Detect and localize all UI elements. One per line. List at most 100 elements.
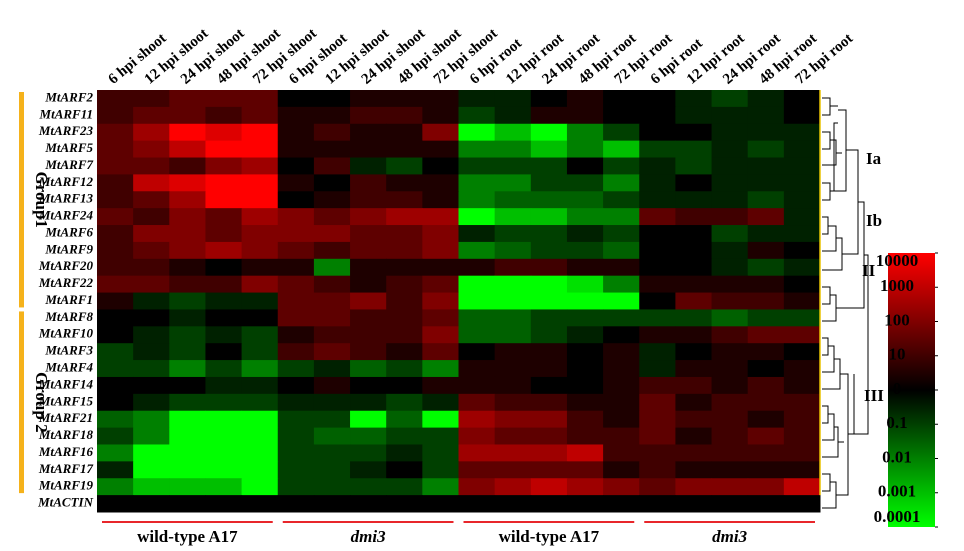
- heatmap-cell: [350, 461, 387, 479]
- heatmap-cell: [711, 360, 749, 378]
- heatmap-cell: [566, 157, 604, 175]
- heatmap-cell: [458, 309, 496, 327]
- heatmap-cell: [97, 157, 134, 175]
- heatmap-cell: [277, 123, 315, 142]
- heatmap-cell: [566, 174, 604, 192]
- heatmap-cell: [711, 258, 749, 277]
- heatmap-cell: [422, 174, 459, 192]
- heatmap-cell: [422, 343, 459, 361]
- heatmap-cell: [603, 106, 640, 125]
- heatmap-cell: [530, 90, 568, 108]
- heatmap-cell: [350, 225, 387, 243]
- heatmap-cell: [205, 90, 243, 108]
- heatmap-cell: [241, 427, 279, 445]
- heatmap-cell: [133, 106, 170, 125]
- heatmap-cell: [97, 461, 134, 479]
- heatmap-cell: [277, 191, 315, 209]
- heatmap-cell: [566, 241, 604, 260]
- heatmap-cell: [494, 478, 532, 496]
- group-label: Group 2: [32, 372, 51, 433]
- row-label: MtARF21: [38, 410, 93, 425]
- row-label: MtARF22: [38, 275, 94, 290]
- heatmap-cell: [783, 225, 821, 243]
- heatmap-cell: [494, 360, 532, 378]
- heatmap-cell: [169, 478, 206, 496]
- heatmap-cell: [675, 258, 713, 277]
- heatmap-cell: [386, 174, 423, 192]
- heatmap-cell: [458, 376, 496, 395]
- column-group-label: wild-type A17: [137, 527, 238, 546]
- heatmap-cell: [711, 376, 749, 395]
- heatmap-cell: [566, 309, 604, 327]
- heatmap-cell: [639, 275, 676, 294]
- heatmap-cell: [675, 444, 713, 462]
- heatmap-cell: [241, 343, 279, 361]
- heatmap-cell: [783, 140, 821, 159]
- heatmap-cell: [639, 478, 676, 496]
- heatmap-cell: [422, 106, 459, 125]
- heatmap-cell: [133, 123, 170, 142]
- heatmap-cell: [711, 444, 749, 462]
- heatmap-cell: [169, 309, 206, 327]
- heatmap-cell: [350, 343, 387, 361]
- heatmap-cell: [133, 208, 170, 226]
- heatmap-cell: [133, 444, 170, 462]
- column-group-label: dmi3: [351, 527, 386, 546]
- heatmap-cell: [277, 174, 315, 192]
- heatmap-cell: [97, 225, 134, 243]
- heatmap-cell: [639, 157, 676, 175]
- heatmap-cell: [422, 444, 459, 462]
- heatmap-cell: [494, 191, 532, 209]
- heatmap-cell: [133, 225, 170, 243]
- heatmap-cell: [169, 174, 206, 192]
- heatmap-cell: [783, 444, 821, 462]
- heatmap-cell: [711, 427, 749, 445]
- heatmap-cell: [169, 360, 206, 378]
- heatmap-cell: [603, 343, 640, 361]
- heatmap-cell: [711, 174, 749, 192]
- heatmap-cell: [494, 410, 532, 429]
- heatmap-cell: [313, 174, 351, 192]
- heatmap-cell: [350, 157, 387, 175]
- heatmap-cell: [603, 410, 640, 429]
- row-label: MtARF20: [38, 258, 94, 273]
- heatmap-cell: [133, 258, 170, 277]
- heatmap-cell: [494, 208, 532, 226]
- heatmap-cell: [747, 208, 785, 226]
- heatmap-cell: [241, 410, 279, 429]
- heatmap-cell: [566, 376, 604, 395]
- heatmap-cell: [566, 410, 604, 429]
- heatmap-cell: [422, 326, 459, 344]
- row-label: MtARF18: [38, 427, 94, 442]
- heatmap-cell: [133, 140, 170, 159]
- heatmap-cell: [530, 478, 568, 496]
- heatmap-cell: [747, 360, 785, 378]
- heatmap-cell: [386, 410, 423, 429]
- heatmap-cell: [747, 174, 785, 192]
- heatmap-cell: [783, 343, 821, 361]
- heatmap-cell: [603, 376, 640, 395]
- heatmap-cell: [603, 208, 640, 226]
- heatmap-cell: [675, 495, 713, 513]
- heatmap-cell: [133, 326, 170, 344]
- heatmap-cell: [422, 427, 459, 445]
- heatmap-cell: [566, 275, 604, 294]
- heatmap-cell: [277, 343, 315, 361]
- heatmap-cell: [241, 241, 279, 260]
- heatmap-cell: [458, 410, 496, 429]
- colorbar-label: 0.01: [882, 447, 912, 466]
- heatmap-cell: [97, 275, 134, 294]
- heatmap-cell: [747, 90, 785, 108]
- heatmap-cell: [277, 309, 315, 327]
- heatmap-cell: [530, 343, 568, 361]
- heatmap-cell: [386, 478, 423, 496]
- heatmap-cell: [747, 241, 785, 260]
- heatmap-cell: [133, 275, 170, 294]
- heatmap-cell: [386, 343, 423, 361]
- heatmap-cell: [133, 174, 170, 192]
- heatmap-cell: [458, 393, 496, 412]
- heatmap-cell: [205, 292, 243, 310]
- cluster-label: Ia: [866, 149, 882, 168]
- heatmap-cell: [783, 427, 821, 445]
